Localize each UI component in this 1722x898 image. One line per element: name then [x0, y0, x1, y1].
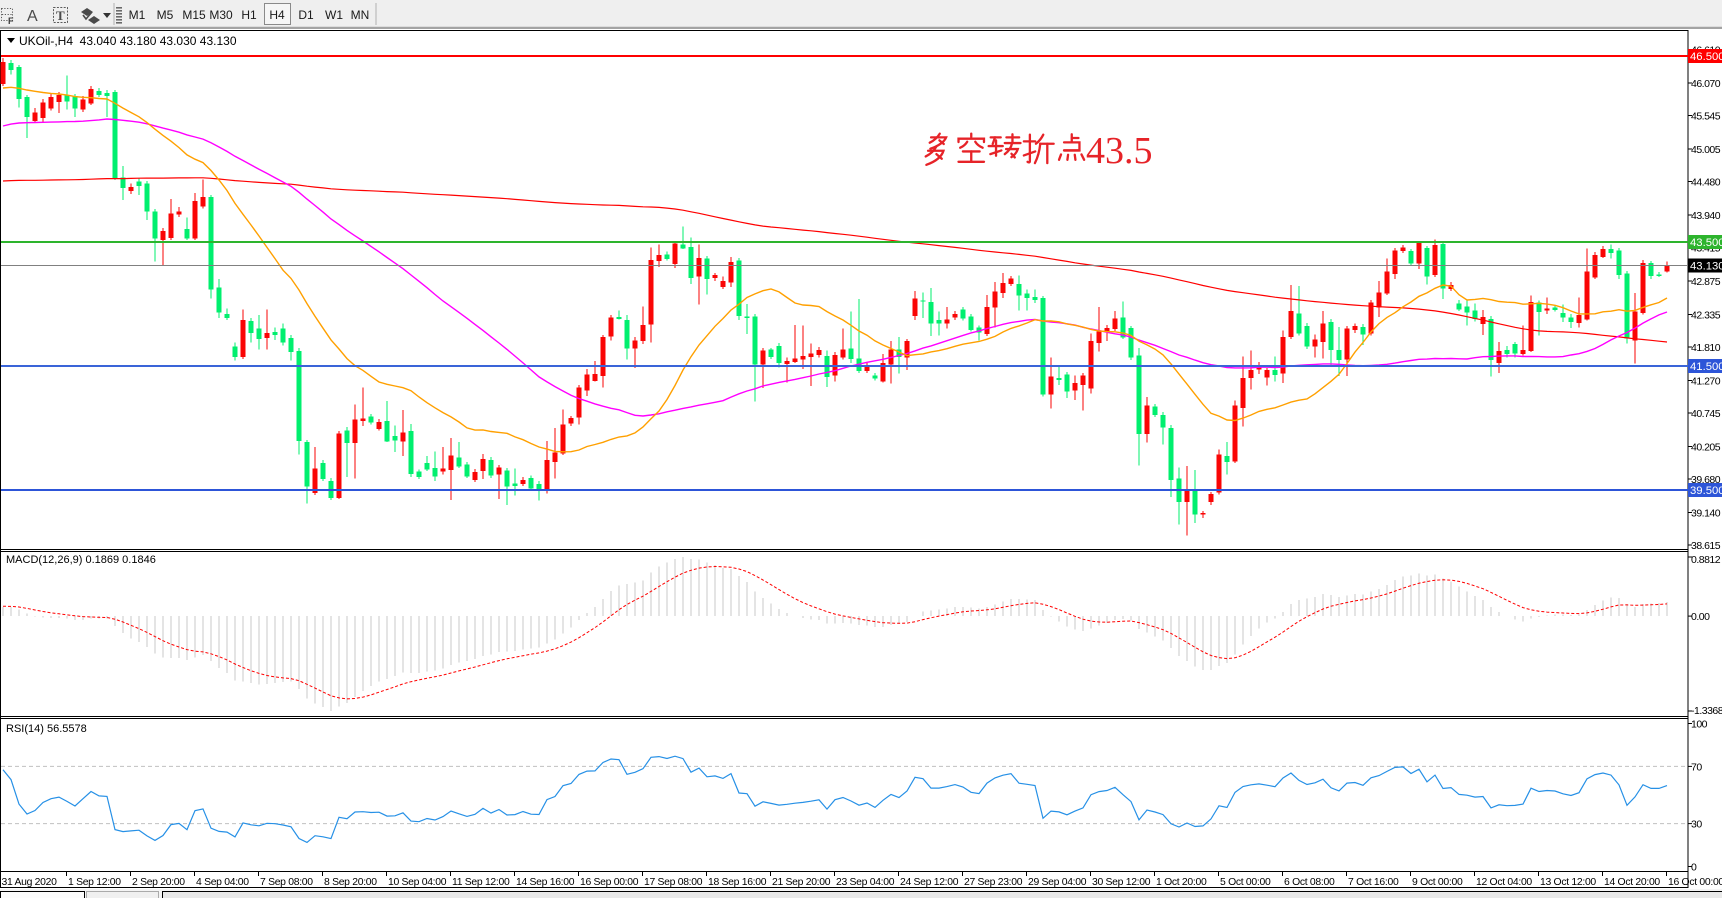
- svg-text:24 Sep 12:00: 24 Sep 12:00: [900, 877, 959, 888]
- svg-text:70: 70: [1691, 761, 1702, 773]
- svg-text:M1: M1: [129, 8, 146, 22]
- svg-text:M30: M30: [209, 8, 233, 22]
- svg-text:43.940: 43.940: [1691, 210, 1721, 222]
- svg-text:45.545: 45.545: [1691, 111, 1721, 123]
- svg-text:23 Sep 04:00: 23 Sep 04:00: [836, 877, 895, 888]
- svg-text:44.480: 44.480: [1691, 177, 1721, 189]
- svg-text:1 Oct 20:00: 1 Oct 20:00: [1156, 877, 1207, 888]
- svg-text:41.270: 41.270: [1691, 376, 1721, 388]
- svg-text:41.500: 41.500: [1690, 361, 1722, 373]
- svg-text:27 Sep 23:00: 27 Sep 23:00: [964, 877, 1023, 888]
- svg-text:39.140: 39.140: [1691, 508, 1721, 520]
- svg-text:18 Sep 16:00: 18 Sep 16:00: [708, 877, 767, 888]
- svg-text:100: 100: [1691, 719, 1708, 731]
- svg-text:M5: M5: [157, 8, 174, 22]
- svg-text:8 Sep 20:00: 8 Sep 20:00: [324, 877, 377, 888]
- svg-text:M15: M15: [182, 8, 206, 22]
- svg-text:H4: H4: [269, 8, 285, 22]
- svg-text:MN: MN: [351, 8, 370, 22]
- svg-text:1 Sep 12:00: 1 Sep 12:00: [68, 877, 121, 888]
- svg-text:46.070: 46.070: [1691, 78, 1721, 90]
- svg-text:T: T: [56, 8, 65, 23]
- svg-text:14 Sep 16:00: 14 Sep 16:00: [516, 877, 575, 888]
- svg-text:40.745: 40.745: [1691, 408, 1721, 420]
- svg-text:30: 30: [1691, 819, 1702, 831]
- svg-text:7 Oct 16:00: 7 Oct 16:00: [1348, 877, 1399, 888]
- svg-text:42.875: 42.875: [1691, 276, 1721, 288]
- svg-text:12 Oct 04:00: 12 Oct 04:00: [1476, 877, 1532, 888]
- svg-text:43.500: 43.500: [1690, 237, 1722, 249]
- svg-text:40.205: 40.205: [1691, 442, 1721, 454]
- svg-text:2 Sep 20:00: 2 Sep 20:00: [132, 877, 185, 888]
- svg-text:RSI(14) 56.5578: RSI(14) 56.5578: [6, 723, 87, 735]
- svg-text:F: F: [8, 16, 14, 26]
- svg-text:H1: H1: [241, 8, 257, 22]
- svg-text:0.8812: 0.8812: [1691, 554, 1721, 566]
- svg-text:46.500: 46.500: [1690, 51, 1722, 63]
- svg-text:39.500: 39.500: [1690, 485, 1722, 497]
- svg-text:W1: W1: [325, 8, 343, 22]
- svg-text:UKOil-,H4 43.040 43.180 43.03: UKOil-,H4 43.040 43.180 43.030 43.130: [19, 34, 237, 48]
- svg-text:D1: D1: [298, 8, 314, 22]
- svg-text:38.615: 38.615: [1691, 540, 1721, 552]
- svg-text:-1.3368: -1.3368: [1691, 705, 1722, 717]
- svg-text:0.00: 0.00: [1691, 611, 1710, 623]
- svg-text:42.335: 42.335: [1691, 310, 1721, 322]
- svg-text:5 Oct 00:00: 5 Oct 00:00: [1220, 877, 1271, 888]
- svg-text:31 Aug 2020: 31 Aug 2020: [2, 877, 58, 888]
- svg-text:11 Sep 12:00: 11 Sep 12:00: [452, 877, 510, 888]
- svg-text:17 Sep 08:00: 17 Sep 08:00: [644, 877, 703, 888]
- svg-text:6 Oct 08:00: 6 Oct 08:00: [1284, 877, 1335, 888]
- svg-text:MACD(12,26,9) 0.1869 0.1846: MACD(12,26,9) 0.1869 0.1846: [6, 554, 156, 566]
- svg-text:45.005: 45.005: [1691, 144, 1721, 156]
- svg-text:9 Oct 00:00: 9 Oct 00:00: [1412, 877, 1463, 888]
- svg-text:10 Sep 04:00: 10 Sep 04:00: [388, 877, 447, 888]
- svg-text:21 Sep 20:00: 21 Sep 20:00: [772, 877, 831, 888]
- svg-text:13 Oct 12:00: 13 Oct 12:00: [1540, 877, 1596, 888]
- svg-text:16 Sep 00:00: 16 Sep 00:00: [580, 877, 639, 888]
- svg-text:7 Sep 08:00: 7 Sep 08:00: [260, 877, 313, 888]
- svg-text:16 Oct 00:00: 16 Oct 00:00: [1668, 877, 1722, 888]
- svg-text:43.130: 43.130: [1690, 261, 1722, 273]
- svg-text:30 Sep 12:00: 30 Sep 12:00: [1092, 877, 1151, 888]
- svg-text:29 Sep 04:00: 29 Sep 04:00: [1028, 877, 1087, 888]
- svg-text:41.810: 41.810: [1691, 342, 1721, 354]
- svg-text:A: A: [27, 8, 38, 25]
- svg-text:4 Sep 04:00: 4 Sep 04:00: [196, 877, 249, 888]
- svg-text:14 Oct 20:00: 14 Oct 20:00: [1604, 877, 1660, 888]
- svg-text:0: 0: [1691, 862, 1697, 874]
- svg-text:43.5: 43.5: [1086, 130, 1153, 172]
